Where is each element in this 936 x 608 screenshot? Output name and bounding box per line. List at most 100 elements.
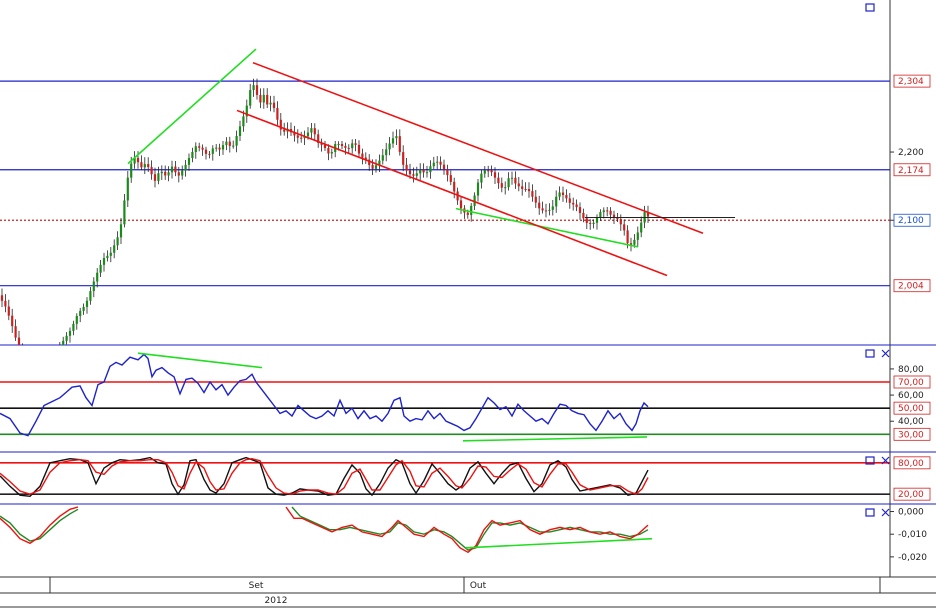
candle-body <box>320 142 323 145</box>
price-trendline-1 <box>455 207 639 248</box>
candle-body <box>119 224 123 238</box>
price-price-tag: 2,174 <box>898 166 924 176</box>
candle-body <box>221 145 225 150</box>
candle-body <box>303 136 306 139</box>
candle-body <box>279 119 282 130</box>
candle-body <box>99 264 102 273</box>
candle-body <box>102 258 106 265</box>
candle-body <box>555 196 558 207</box>
candle-body <box>429 166 432 173</box>
macd-y-tick-label: 0,000 <box>898 508 924 518</box>
candle-body <box>140 162 143 168</box>
candle-body <box>561 192 565 196</box>
candle-body <box>565 195 568 199</box>
maximize-icon <box>865 508 875 517</box>
price-price-tag-box <box>893 279 931 293</box>
stochastic-plot-area <box>0 456 890 498</box>
candle-body <box>184 164 187 171</box>
candle-body <box>153 174 157 181</box>
candle-body <box>595 217 599 223</box>
candle-body <box>85 300 89 307</box>
candle-body <box>534 196 537 203</box>
candle-body <box>255 85 259 95</box>
candle-body <box>558 192 561 197</box>
candle-body <box>402 152 405 165</box>
candle-body <box>585 218 588 223</box>
candle-body <box>510 177 514 179</box>
candle-body <box>194 146 197 152</box>
candle-body <box>453 181 456 192</box>
macd-y-tick-label: -0,010 <box>898 530 927 540</box>
candle-body <box>238 126 242 136</box>
rsi-trendline-1 <box>462 436 648 442</box>
rsi-plot-area <box>0 352 890 442</box>
candle-body <box>378 160 381 166</box>
candle-body <box>306 132 310 137</box>
candle-body <box>619 219 622 225</box>
rsi-y-tick-label: 40,00 <box>898 417 924 427</box>
candle-body <box>629 243 633 245</box>
candle-body <box>296 135 299 138</box>
candle-body <box>592 222 595 225</box>
candle-body <box>419 169 422 174</box>
candle-body <box>208 153 211 155</box>
candle-body <box>439 161 442 165</box>
candle-body <box>344 146 347 148</box>
candle-body <box>201 147 204 150</box>
candle-body <box>538 202 541 209</box>
candle-body <box>126 177 129 201</box>
stochastic-price-tag-box <box>893 456 931 470</box>
candle-body <box>544 210 548 212</box>
price-trendline-0 <box>127 48 257 165</box>
candle-body <box>266 94 269 105</box>
candle-body <box>106 255 109 259</box>
candle-body <box>181 170 184 176</box>
candle-body <box>68 330 72 336</box>
candle-body <box>582 212 585 219</box>
macd-series-line-0 <box>0 508 79 542</box>
candle-body <box>636 232 639 240</box>
year-label: 2012 <box>265 596 288 606</box>
candle-body <box>398 136 401 153</box>
candle-body <box>170 166 174 173</box>
candle-body <box>361 153 364 158</box>
candle-body <box>228 141 231 146</box>
candle-body <box>623 224 626 231</box>
candle-body <box>242 116 245 127</box>
rsi-trendline-0 <box>137 352 263 369</box>
candle-body <box>75 315 78 324</box>
close-icon <box>881 349 890 358</box>
candle-body <box>602 210 605 213</box>
candle-body <box>432 162 435 167</box>
candle-body <box>300 137 303 139</box>
maximize-icon <box>865 456 875 465</box>
stochastic-price-tag: 80,00 <box>898 459 924 469</box>
candle-body <box>262 94 265 103</box>
candle-body <box>391 138 395 144</box>
candle-body <box>449 175 452 182</box>
candle-body <box>72 323 75 331</box>
candle-body <box>412 174 415 176</box>
rsi-panel: 80,00 60,00 40,00 70,00 50,00 30,00 <box>0 349 931 442</box>
candle-body <box>541 208 544 211</box>
candle-body <box>174 166 177 173</box>
candle-body <box>150 167 153 175</box>
candle-body <box>364 157 367 160</box>
candle-body <box>123 200 126 225</box>
candle-body <box>276 108 279 120</box>
candle-body <box>640 222 643 233</box>
price-y-tick-label: 2,200 <box>898 148 924 158</box>
candle-body <box>17 337 21 345</box>
candle-body <box>0 295 4 301</box>
candle-body <box>82 306 85 311</box>
candle-body <box>317 134 320 143</box>
candle-body <box>283 129 286 132</box>
rsi-price-tag: 50,00 <box>898 404 924 414</box>
candle-body <box>354 143 357 145</box>
candle-body <box>371 165 374 169</box>
candle-body <box>578 207 582 213</box>
candle-body <box>167 172 170 176</box>
candle-body <box>493 172 497 178</box>
